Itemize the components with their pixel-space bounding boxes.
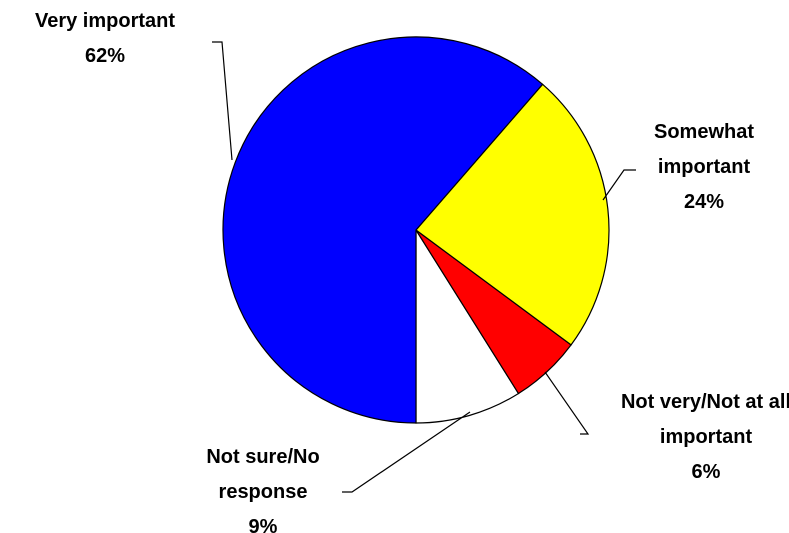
leader-line (544, 371, 590, 435)
value-label: 6% (691, 461, 721, 483)
pie-slice (415, 83, 610, 346)
slice-label: Not sure/No response 9% (168, 440, 358, 533)
category-label: Very important (34, 10, 176, 32)
category-label: Somewhat important (653, 121, 755, 178)
pie-slice (222, 36, 544, 424)
leader-line (342, 411, 471, 493)
leader-line (602, 169, 636, 201)
slice-label: Somewhat important 24% (614, 115, 789, 220)
value-label: 9% (248, 516, 278, 533)
value-label: 62% (84, 45, 126, 67)
category-label: Not sure/No response (206, 446, 320, 503)
value-label: 24% (683, 191, 725, 213)
slice-label: Not very/Not at all important 6% (588, 385, 789, 490)
leader-line (212, 41, 233, 161)
category-label: Not very/Not at all important (620, 391, 789, 448)
slice-label: Very important 62% (20, 4, 190, 74)
pie-slice (415, 227, 520, 424)
